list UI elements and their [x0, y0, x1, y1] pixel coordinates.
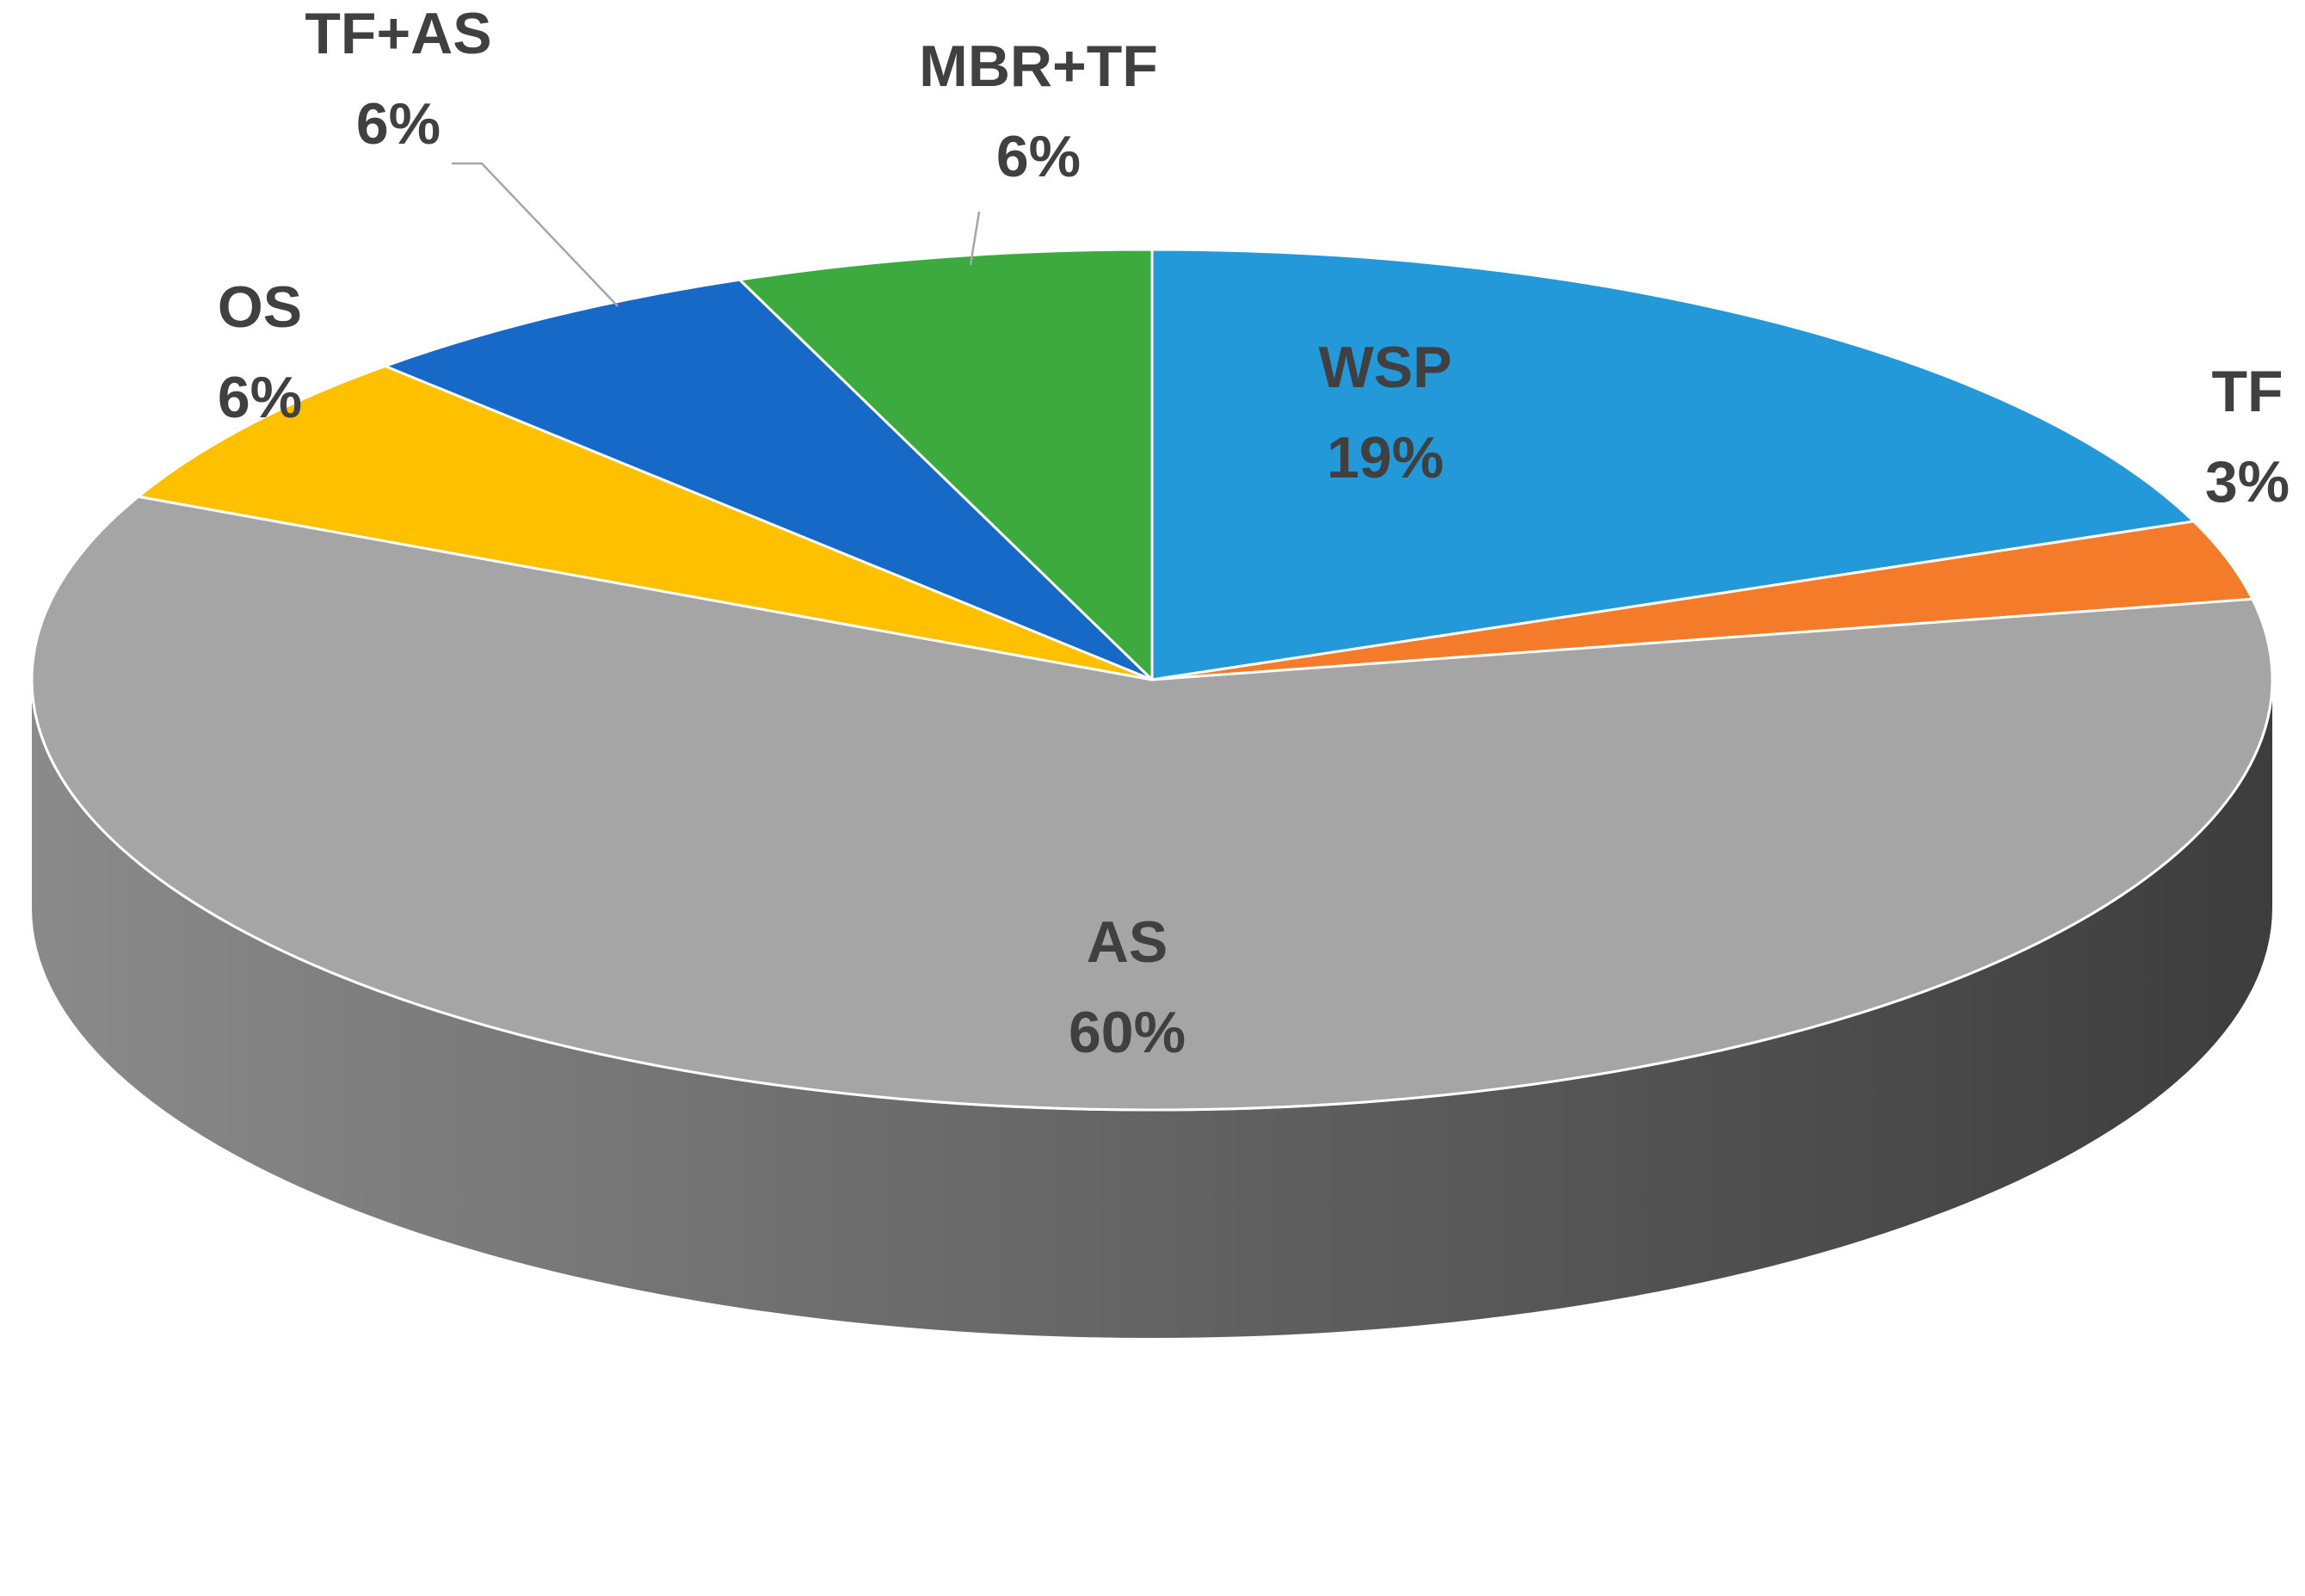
leader-line-mbr-tf [969, 211, 981, 266]
slice-percent-tf-as: 6% [356, 91, 441, 157]
pie-slice-wsp [1150, 248, 2196, 681]
pie-slice-as [30, 495, 2274, 1112]
slice-label-wsp: WSP [1319, 335, 1452, 400]
pie-slice-mbr-tf [738, 248, 1154, 681]
pie-slice-tf-as [384, 278, 1154, 681]
slice-percent-wsp: 19% [1327, 425, 1444, 490]
slice-label-mbr-tf: MBR+TF [919, 34, 1158, 99]
slice-label-tf: TF [2211, 359, 2283, 424]
pie-side-wall [32, 680, 2272, 1338]
slice-label-tf-as: TF+AS [305, 1, 491, 66]
data-label-os: OS 6% [218, 274, 302, 430]
pie-slice-tf [1150, 520, 2254, 681]
pie-slice-os [137, 365, 1154, 681]
leader-line-tf-as [452, 162, 619, 307]
data-label-mbr-tf: MBR+TF 6% [919, 34, 1158, 189]
slice-percent-as: 60% [1069, 1000, 1186, 1065]
data-label-tf-as: TF+AS 6% [305, 1, 491, 157]
data-label-wsp: WSP 19% [1319, 335, 1452, 490]
slice-percent-os: 6% [218, 365, 302, 430]
slice-label-os: OS [218, 274, 302, 340]
slice-percent-tf: 3% [2205, 449, 2290, 515]
slice-percent-mbr-tf: 6% [996, 124, 1081, 189]
data-label-tf: TF 3% [2205, 359, 2290, 515]
slice-label-as: AS [1087, 909, 1168, 975]
data-label-as: AS 60% [1069, 909, 1186, 1065]
